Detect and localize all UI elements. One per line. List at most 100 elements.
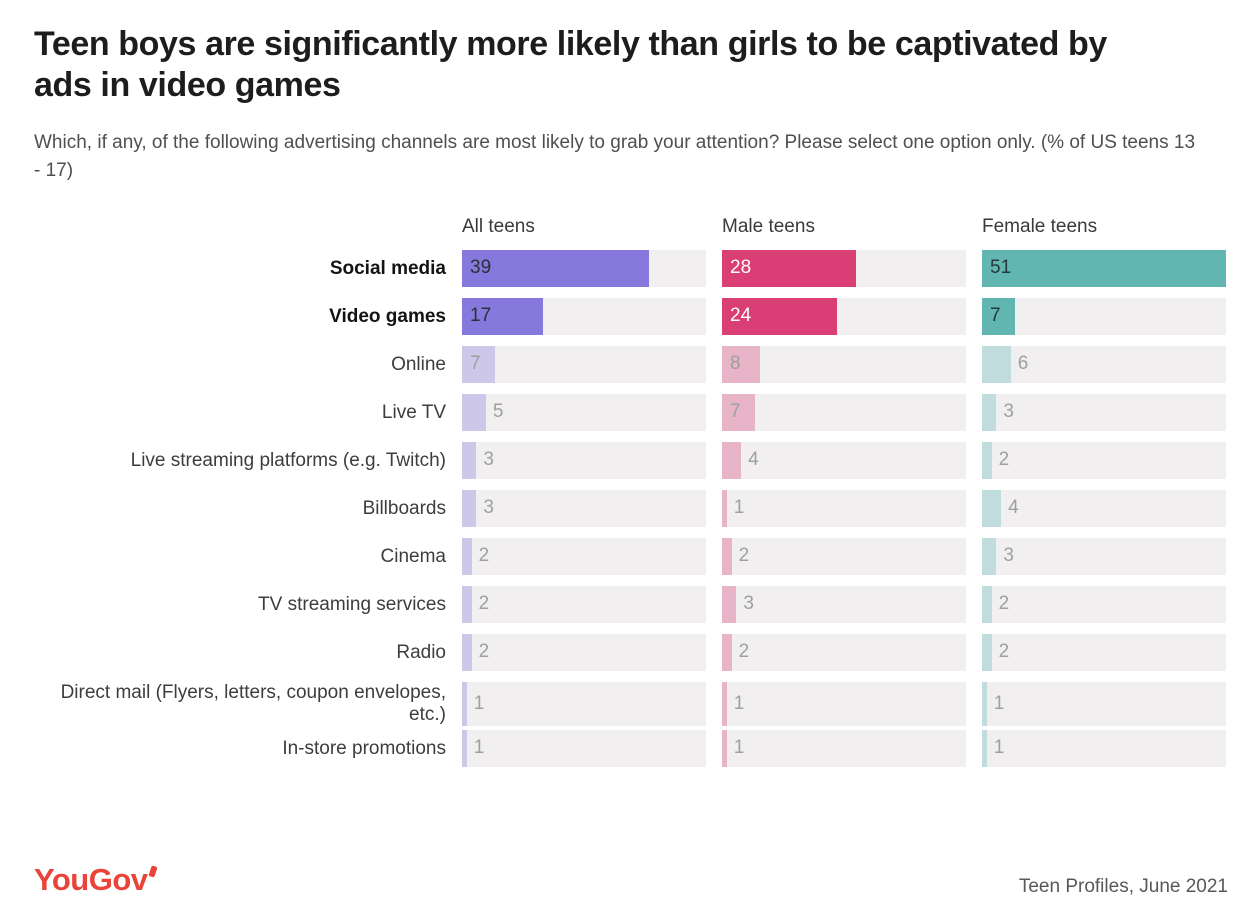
bar <box>722 441 742 479</box>
bar-track: 2 <box>982 633 1226 671</box>
value-label: 1 <box>733 692 745 714</box>
bar <box>722 297 837 335</box>
source-note: Teen Profiles, June 2021 <box>1018 876 1228 897</box>
bar-track: 5 <box>462 393 706 431</box>
row-label: Video games <box>329 305 446 327</box>
bar-track: 3 <box>982 393 1226 431</box>
yougov-logo: YouGov <box>34 862 158 898</box>
bar <box>982 393 997 431</box>
row-label: Billboards <box>362 497 446 519</box>
bar-track: 7 <box>982 297 1226 335</box>
value-label: 3 <box>1003 401 1014 423</box>
chart-row: Video games 17 24 7 <box>34 297 1228 335</box>
bar-track: 2 <box>722 537 966 575</box>
bar-track: 1 <box>722 681 966 726</box>
value-label: 3 <box>743 593 754 615</box>
column-header: Female teens <box>982 215 1098 237</box>
bar <box>462 489 477 527</box>
bar <box>462 681 467 726</box>
value-label: 2 <box>998 641 1010 663</box>
chart-row: Live TV 5 7 3 <box>34 393 1228 431</box>
bar <box>982 297 1016 335</box>
value-label: 3 <box>483 497 494 519</box>
bar <box>722 489 727 527</box>
bar <box>982 681 987 726</box>
bar-track: 51 <box>982 249 1226 287</box>
bar-track: 3 <box>462 441 706 479</box>
bar-track: 1 <box>462 681 706 726</box>
value-label: 8 <box>730 353 741 375</box>
value-label: 2 <box>478 545 490 567</box>
bar-track: 39 <box>462 249 706 287</box>
column-header: Male teens <box>722 215 815 237</box>
bar-track: 2 <box>722 633 966 671</box>
row-label: TV streaming services <box>258 593 446 615</box>
bar <box>722 345 761 383</box>
value-label: 4 <box>748 449 759 471</box>
bar <box>462 393 486 431</box>
bar <box>982 345 1011 383</box>
bar-track: 2 <box>462 537 706 575</box>
bar <box>462 585 472 623</box>
value-label: 1 <box>473 692 485 714</box>
bar <box>982 537 997 575</box>
chart-row: Billboards 3 1 4 <box>34 489 1228 527</box>
value-label: 28 <box>730 257 752 279</box>
bar-track: 24 <box>722 297 966 335</box>
bar <box>982 441 992 479</box>
header-spacer <box>34 216 446 250</box>
bar <box>462 537 472 575</box>
chart-row: TV streaming services 2 3 2 <box>34 585 1228 623</box>
value-label: 4 <box>1008 497 1019 519</box>
bar <box>462 633 472 671</box>
bar <box>722 729 727 767</box>
value-label: 7 <box>990 305 1001 327</box>
bar <box>722 585 737 623</box>
bar-track: 7 <box>722 393 966 431</box>
value-label: 1 <box>993 737 1005 759</box>
value-label: 2 <box>998 593 1010 615</box>
bar-track: 28 <box>722 249 966 287</box>
value-label: 39 <box>470 257 492 279</box>
bar <box>462 441 477 479</box>
value-label: 1 <box>733 737 745 759</box>
value-label: 2 <box>478 641 490 663</box>
bar-track: 6 <box>982 345 1226 383</box>
chart-title: Teen boys are significantly more likely … <box>34 25 1107 105</box>
value-label: 7 <box>470 353 481 375</box>
bar <box>722 633 732 671</box>
row-label: Radio <box>396 641 446 663</box>
bar <box>462 249 649 287</box>
value-label: 2 <box>738 545 750 567</box>
bar-track: 3 <box>722 585 966 623</box>
bar <box>722 249 856 287</box>
yougov-logo-tick-icon <box>147 865 158 878</box>
bar <box>462 345 496 383</box>
bar-track: 2 <box>462 633 706 671</box>
value-label: 3 <box>1003 545 1014 567</box>
chart-subtitle: Which, if any, of the following advertis… <box>34 131 1196 182</box>
bar-track: 1 <box>722 489 966 527</box>
yougov-logo-text: YouGov <box>34 862 148 897</box>
column-header: All teens <box>462 215 535 237</box>
value-label: 2 <box>738 641 750 663</box>
chart-row: Live streaming platforms (e.g. Twitch) 3 4… <box>34 441 1228 479</box>
row-label: Social media <box>329 257 446 279</box>
bar-track: 17 <box>462 297 706 335</box>
bar-track: 8 <box>722 345 966 383</box>
footer: YouGov Teen Profiles, June 2021 <box>34 862 1228 898</box>
bar-track: 1 <box>982 729 1226 767</box>
chart-row: Cinema 2 2 3 <box>34 537 1228 575</box>
bar <box>722 393 756 431</box>
value-label: 6 <box>1017 353 1029 375</box>
bar <box>982 729 987 767</box>
bar <box>982 249 1226 287</box>
row-label: In-store promotions <box>282 737 446 759</box>
value-label: 24 <box>730 305 752 327</box>
value-label: 1 <box>733 497 745 519</box>
value-label: 51 <box>990 257 1012 279</box>
bar <box>982 489 1002 527</box>
value-label: 1 <box>473 737 485 759</box>
value-label: 2 <box>998 449 1010 471</box>
bar-track: 7 <box>462 345 706 383</box>
